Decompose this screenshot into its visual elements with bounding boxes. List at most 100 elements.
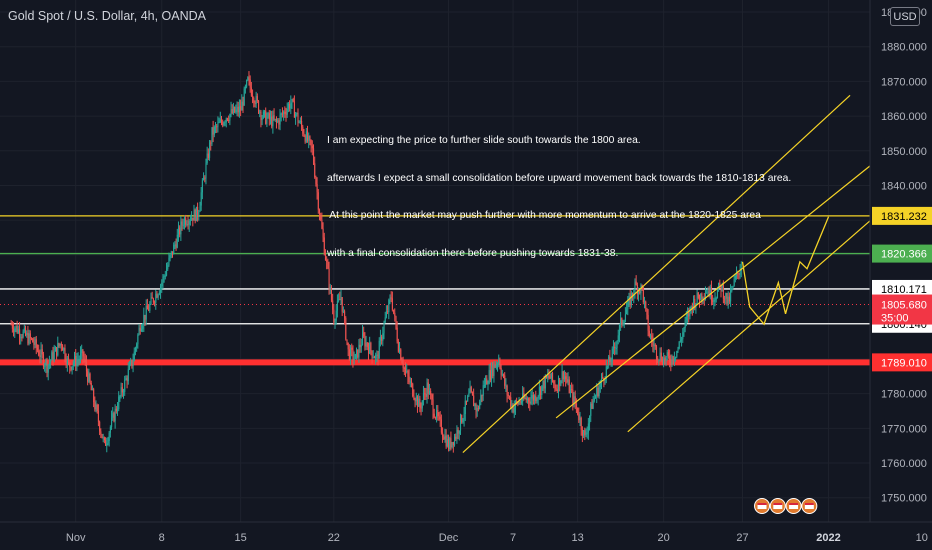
candle-body [272,115,274,127]
candle-body [678,341,680,349]
candle-body [209,142,211,158]
currency-button[interactable]: USD [890,7,920,26]
candle-body [342,311,344,313]
candle-body [344,311,346,318]
current-price-label: 1805.680 [881,300,927,312]
candle-body [130,360,132,365]
candle-body [152,298,154,303]
candle-body [504,375,506,386]
candle-body [121,387,123,393]
projection-path [741,216,830,326]
candle-body [498,360,500,365]
candle-body [56,347,58,356]
event-marker-flag [804,503,814,509]
price-projection [741,216,830,326]
candle-body [335,310,337,321]
candle-body [489,370,491,380]
candle-body [624,314,626,322]
candle-body [451,442,453,448]
candle-body [535,395,537,402]
candle-body [81,349,83,354]
candle-body [642,287,644,303]
candle-body [497,364,499,366]
candle-body [169,255,171,258]
candle-body [279,114,281,125]
candle-body [581,429,583,436]
candle-body [548,375,550,377]
candle-body [181,221,183,225]
candle-body [109,426,111,433]
candle-body [389,297,391,301]
candle-body [671,356,673,365]
candle-body [242,101,244,106]
candle-body [647,314,649,331]
time-axis[interactable]: Nov 8 15 22 Dec 7 13 20 27 2022 10 [0,521,932,550]
candle-body [543,380,545,389]
candle-body [507,394,509,397]
candle-body [106,443,108,446]
candle-body [96,404,98,412]
candle-body [79,353,82,360]
candle-body [725,292,727,299]
candle-body [433,413,435,418]
candle-body [617,335,619,342]
candle-body [83,356,85,360]
candle-body [97,411,100,422]
candle-body [482,385,484,396]
candle-body [200,192,202,206]
candle-body [652,340,654,346]
candle-body [584,430,586,436]
time-tick-label: 7 [510,532,516,544]
candle-body [341,297,343,312]
candle-body [531,394,533,399]
candle-body [511,404,513,407]
candle-body [264,110,266,112]
candle-body [59,343,61,346]
candle-body [33,342,35,345]
candle-body [407,371,409,377]
time-tick-label: Nov [66,532,86,544]
candle-body [568,379,570,393]
candle-body [658,359,660,361]
candle-body [415,396,417,402]
candle-body [685,317,687,320]
candle-body [567,379,569,383]
candle-body [555,388,557,390]
candle-body [690,306,692,308]
candle-body [38,350,40,356]
candle-body [20,337,22,339]
candle-body [119,395,121,397]
candle-body [111,417,113,427]
candle-body [100,431,102,435]
candle-body [48,362,51,365]
candle-body [492,365,494,376]
candle-body [499,360,501,368]
candle-body [327,261,329,269]
price-axis[interactable]: 1750.0001760.0001770.0001780.0001790.000… [869,0,932,550]
candle-body [383,322,385,334]
candle-body [388,300,390,312]
candle-body [360,344,362,348]
candle-body [120,387,122,396]
candle-body [280,113,282,115]
candle-body [462,419,464,423]
candle-body [547,375,549,378]
candle-body [114,408,116,422]
candle-body [406,371,408,373]
candle-body [307,131,309,141]
candle-body [669,355,671,362]
candle-body [456,429,458,439]
candle-body [154,302,156,304]
candle-body [142,325,144,329]
candle-body [679,340,681,342]
candle-body [290,102,292,109]
candle-body [542,380,544,386]
candle-body [118,396,120,410]
candle-body [378,340,380,359]
candle-body [69,362,71,367]
candle-body [124,379,126,392]
candle-body [702,298,704,300]
candle-body [709,287,711,297]
candle-body [170,251,172,256]
